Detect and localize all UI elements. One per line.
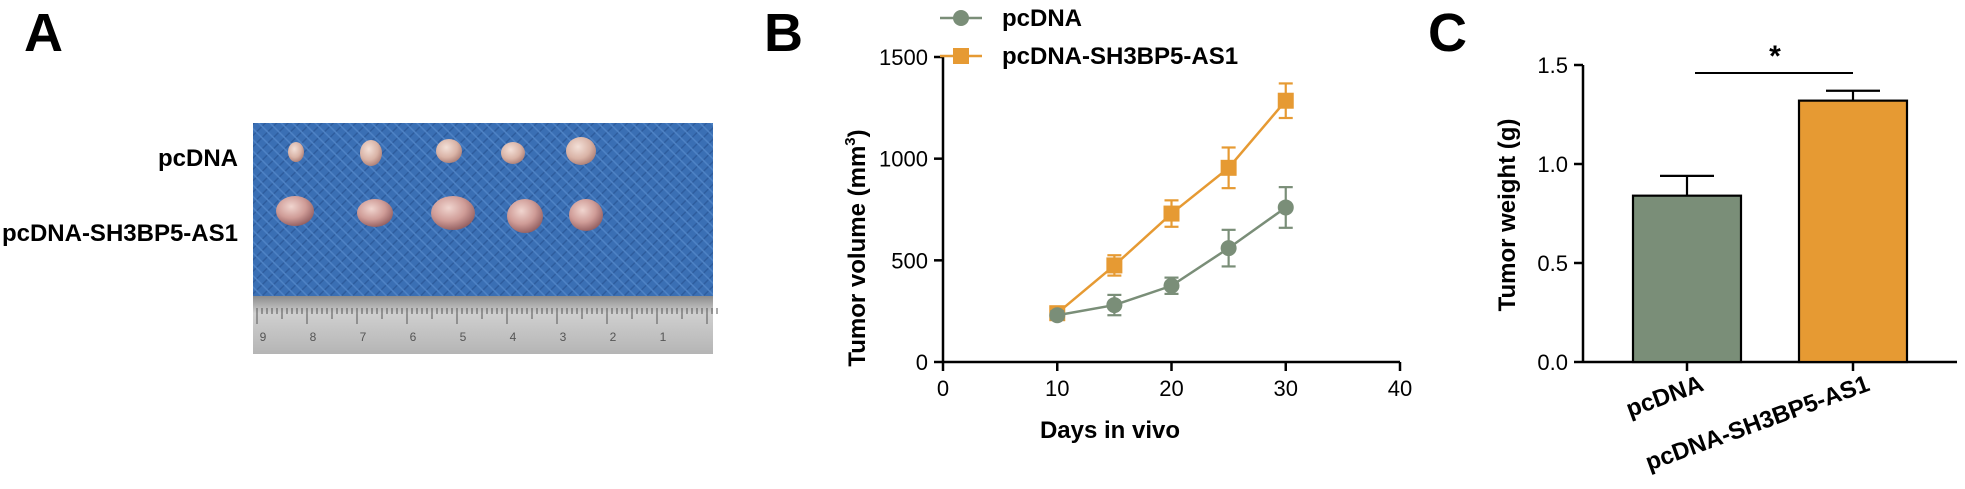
ruler-number: 9 [260,330,267,344]
line-chart-y-tick-label: 1500 [879,45,928,70]
line-chart-y-axis-label: Tumor volume (mm3) [842,129,871,366]
line-chart-x-tick-label: 40 [1388,376,1412,401]
ruler-number: 6 [410,330,417,344]
line-chart-x-axis-label: Days in vivo [1040,417,1180,444]
line-chart-x-tick-label: 0 [937,376,949,401]
series-pcdna [1049,186,1294,324]
tumor-pcdna-4 [501,142,525,164]
legend-marker [953,10,969,26]
tumor-sh3bp5-1 [276,196,314,226]
legend-label: pcDNA-SH3BP5-AS1 [1002,43,1238,70]
ruler-number: 7 [360,330,367,344]
legend-label: pcDNA [1002,5,1082,32]
bar-chart-y-tick-label: 1.0 [1537,152,1568,177]
significance-marker: * [1769,40,1781,73]
ruler-number: 1 [660,330,667,344]
tumor-pcdna-5 [566,137,596,165]
data-point [1049,307,1066,324]
legend-marker [953,48,969,64]
data-point [1106,297,1123,314]
bar-chart-y-axis-label: Tumor weight (g) [1494,119,1521,312]
tumor-volume-line-chart: 0 10 20 30 40 0 500 1000 1500 pcDNA pcDNA-SH3BP5-… [842,5,1412,444]
data-point [1220,159,1237,176]
ruler-number: 5 [460,330,467,344]
bar-chart-y-tick-label: 0.0 [1537,350,1568,375]
blue-cloth-background [253,123,713,298]
ruler-number: 4 [510,330,517,344]
data-point [1106,257,1123,274]
data-point [1163,205,1180,222]
panel-letter-a: A [24,3,63,63]
tumor-sh3bp5-5 [569,199,603,231]
tumor-photo: 9 8 7 6 5 4 3 2 1 [253,123,718,354]
bar-chart-y-tick-label: 0.5 [1537,251,1568,276]
ruler-number: 8 [310,330,317,344]
photo-row-label-pcdna: pcDNA [157,145,238,172]
line-chart-x-tick-label: 10 [1045,376,1069,401]
data-point [1277,199,1294,216]
bar-sh3bp5 [1797,99,1909,364]
line-chart-y-tick-label: 500 [891,248,928,273]
line-chart-x-tick-label: 20 [1159,376,1183,401]
bar-chart-y-tick-label: 1.5 [1537,53,1568,78]
data-point [1277,92,1294,109]
tumor-sh3bp5-4 [507,199,543,233]
tumor-pcdna-3 [436,139,462,163]
photo-row-label-sh3bp5: pcDNA-SH3BP5-AS1 [1,220,238,247]
data-point [1163,277,1180,294]
ruler [253,296,713,354]
bar-pcdna [1631,194,1743,364]
tumor-sh3bp5-3 [431,196,475,230]
data-point [1220,240,1237,257]
tumor-sh3bp5-2 [357,199,393,227]
line-chart-y-tick-label: 0 [916,350,928,375]
panel-letter-b: B [764,3,803,63]
tumor-pcdna-1 [288,142,304,162]
tumor-pcdna-2 [360,140,382,166]
bar-chart-category-label: pcDNA [1623,370,1707,423]
line-chart-y-tick-label: 1000 [879,147,928,172]
ruler-number: 3 [560,330,567,344]
panel-letter-c: C [1428,3,1467,63]
line-chart-x-tick-label: 30 [1274,376,1298,401]
ruler-number: 2 [610,330,617,344]
